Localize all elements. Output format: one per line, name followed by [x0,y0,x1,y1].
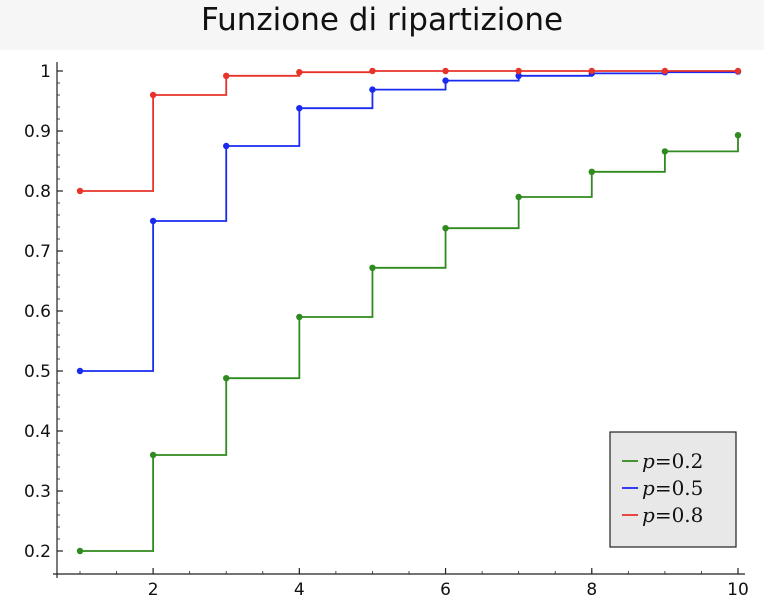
data-point [369,86,376,93]
y-tick-label: 0.5 [24,362,51,382]
legend-entry-label: p=0.8 [642,503,703,527]
data-point [149,451,157,459]
x-tick-label: 2 [148,580,159,600]
data-point [734,132,742,139]
data-point [223,142,230,150]
data-point [661,67,669,75]
series-line-0.5 [80,71,739,372]
data-point [369,264,376,271]
data-point [223,72,230,79]
data-point [296,313,303,321]
y-tick-label: 0.8 [24,182,51,202]
data-point [515,67,522,75]
chart-title: Funzione di ripartizione [200,2,564,38]
data-point [588,168,595,175]
data-point [76,547,84,555]
data-point [76,367,84,375]
data-point [588,67,595,75]
legend-entry-label: p=0.5 [642,476,703,500]
y-tick-label: 1 [40,62,51,82]
series-line-0.2 [80,135,739,552]
x-tick-label: 8 [586,580,597,600]
x-tick-label: 4 [294,580,305,600]
y-tick-label: 0.4 [24,422,51,442]
data-point [442,77,449,84]
x-tick-label: 10 [727,580,749,600]
data-point [515,193,522,201]
y-tick-label: 0.3 [24,482,51,502]
data-point [223,375,230,382]
data-point [515,72,522,79]
legend-box [609,431,737,548]
data-point [149,91,157,99]
data-point [734,67,742,75]
data-point [442,225,449,232]
data-point [369,67,376,75]
data-point [296,105,303,112]
x-tick-label: 6 [440,580,451,600]
step-chart: 0.2 0.3 0.4 0.5 0.6 0.7 0.8 0.9 1 2 4 6 8 10 p=0.2 p=0.… [24,62,749,600]
y-tick-label: 0.7 [24,242,51,262]
legend-entry-label: p=0.2 [642,449,703,473]
y-tick-label: 0.6 [24,302,51,322]
series-line-0.8 [80,70,738,192]
y-tick-label: 0.9 [24,122,51,142]
data-point [442,67,449,75]
data-point [661,148,669,155]
data-point [296,69,303,76]
y-tick-label: 0.2 [24,542,51,562]
data-point [149,217,157,225]
data-point [76,187,84,195]
